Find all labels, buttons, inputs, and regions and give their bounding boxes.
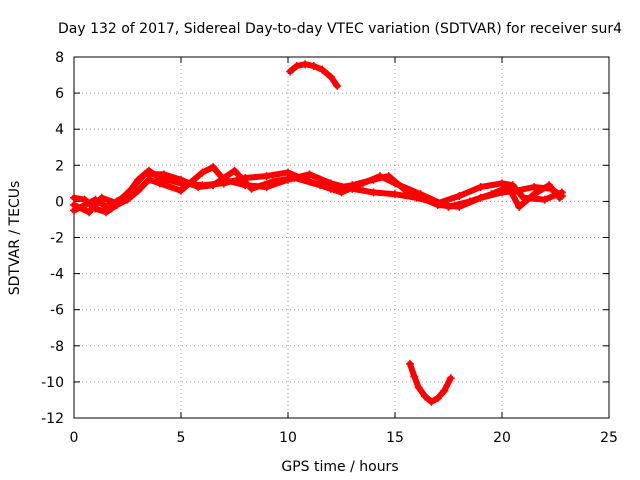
data-point — [530, 182, 539, 191]
data-point — [326, 72, 335, 81]
data-point — [292, 62, 301, 71]
data-point — [557, 188, 566, 197]
data-point — [140, 170, 149, 179]
data-point — [247, 184, 256, 193]
data-marks — [70, 60, 566, 406]
x-tick-label: 20 — [493, 430, 511, 446]
data-point — [305, 170, 314, 179]
data-point — [446, 374, 455, 383]
data-point — [369, 188, 378, 197]
x-axis-label: GPS time / hours — [281, 459, 398, 475]
y-tick-label: -10 — [41, 375, 64, 391]
data-point — [427, 397, 436, 406]
data-point — [337, 188, 346, 197]
data-point — [555, 193, 564, 202]
series-lower-arc — [405, 359, 455, 406]
y-tick-label: 4 — [55, 122, 64, 138]
data-point — [410, 372, 419, 381]
y-tick-label: 8 — [55, 50, 64, 66]
data-point — [433, 394, 442, 403]
data-point — [269, 177, 278, 186]
data-point — [177, 175, 185, 184]
data-point — [80, 195, 89, 204]
data-point — [498, 179, 506, 188]
chart-title: Day 132 of 2017, Sidereal Day-to-day VTE… — [58, 21, 622, 37]
data-point — [530, 190, 539, 199]
x-tick-label: 15 — [386, 430, 404, 446]
y-tick-label: 2 — [55, 158, 64, 174]
data-point — [70, 193, 78, 202]
data-point — [545, 181, 554, 190]
series-trace — [407, 360, 454, 405]
axis-ticks: 0 5 10 15 20 25 -12 -10 -8 -6 -4 -2 0 2 4 6 8 — [41, 50, 618, 446]
data-point — [209, 163, 218, 172]
data-point — [391, 190, 399, 199]
y-tick-label: 6 — [55, 86, 64, 102]
data-point — [70, 201, 78, 210]
data-point — [284, 168, 292, 177]
x-tick-label: 0 — [70, 430, 79, 446]
y-tick-label: 0 — [55, 194, 64, 210]
y-axis-label: SDTVAR / TECUs — [7, 181, 23, 296]
data-point — [416, 190, 425, 199]
y-tick-label: -6 — [50, 303, 64, 319]
x-tick-label: 25 — [600, 430, 618, 446]
data-point — [318, 65, 327, 74]
data-point — [177, 186, 185, 195]
data-point — [97, 193, 106, 202]
data-point — [476, 182, 485, 191]
data-point — [209, 181, 218, 190]
data-point — [194, 182, 203, 191]
data-point — [455, 191, 464, 200]
data-point — [230, 166, 239, 175]
data-point — [301, 60, 310, 69]
data-point — [465, 197, 474, 206]
data-point — [376, 172, 385, 181]
data-point — [112, 199, 121, 208]
x-tick-label: 10 — [279, 430, 297, 446]
data-point — [504, 182, 513, 191]
y-tick-label: -2 — [50, 231, 64, 247]
data-point — [414, 383, 423, 392]
data-point — [198, 168, 207, 177]
data-point — [444, 202, 453, 211]
data-point — [420, 392, 429, 401]
data-point — [134, 186, 143, 195]
data-point — [440, 386, 449, 395]
series-main-band-c — [70, 166, 564, 217]
data-point — [405, 359, 414, 368]
y-tick-label: -4 — [50, 267, 64, 283]
data-point — [540, 195, 549, 204]
series-trace — [71, 167, 563, 216]
data-point — [84, 208, 93, 217]
grid-lines — [74, 57, 609, 418]
data-point — [262, 172, 271, 181]
data-point — [286, 67, 295, 76]
data-point — [333, 81, 342, 90]
series-upper-arc — [286, 60, 342, 90]
data-point — [487, 190, 496, 199]
x-tick-label: 5 — [177, 430, 186, 446]
data-point — [316, 181, 325, 190]
data-point — [515, 202, 524, 211]
data-point — [391, 179, 399, 188]
data-point — [155, 179, 164, 188]
data-point — [102, 208, 111, 217]
data-point — [309, 62, 318, 71]
data-point — [358, 179, 367, 188]
data-point — [290, 173, 299, 182]
data-point — [127, 184, 136, 193]
y-tick-label: -8 — [50, 339, 64, 355]
y-tick-label: -12 — [41, 411, 64, 427]
data-point — [159, 170, 168, 179]
